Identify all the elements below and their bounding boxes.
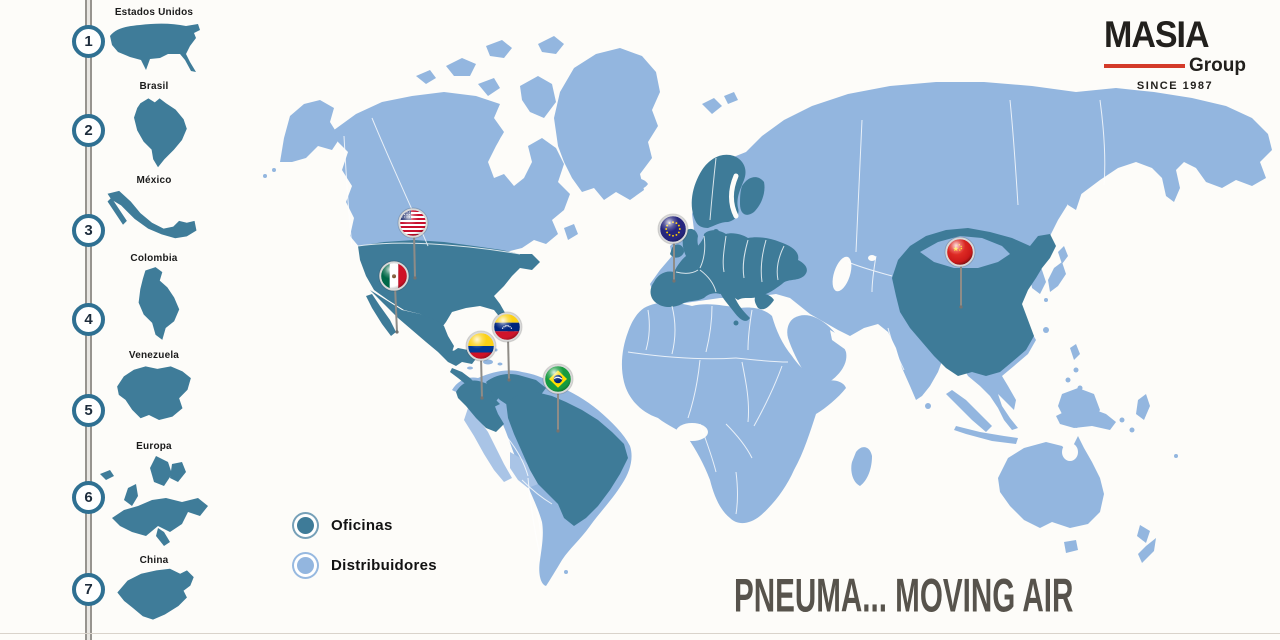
brazil-flag-pin xyxy=(542,363,574,433)
number-label: 4 xyxy=(84,311,93,328)
map-borders xyxy=(343,99,1106,557)
mexico-flag-pin xyxy=(378,260,410,334)
sidebar-label-colombia: Colombia xyxy=(130,253,178,264)
number-label: 1 xyxy=(84,33,93,50)
masia-group-logo: MASIA Group SINCE 1987 xyxy=(1104,16,1246,92)
map-pins xyxy=(378,207,976,433)
eu-flag-pin xyxy=(657,213,689,283)
legend-label: Oficinas xyxy=(331,517,393,534)
map-land-alt-shade xyxy=(464,408,538,488)
map-land-offices xyxy=(358,154,1056,526)
legend-label: Distribuidores xyxy=(331,557,437,574)
logo-red-rule xyxy=(1104,63,1185,68)
sidebar-number-4: 4 xyxy=(72,303,105,336)
sidebar-number-7: 7 xyxy=(72,573,105,606)
number-label: 7 xyxy=(84,581,93,598)
sidebar-label-brasil: Brasil xyxy=(139,81,169,92)
number-label: 5 xyxy=(84,402,93,419)
logo-brand-text: MASIA xyxy=(1104,13,1210,56)
legend: Oficinas Distribuidores xyxy=(292,512,437,579)
sidebar-label-estados-unidos: Estados Unidos xyxy=(114,7,194,18)
sidebar-number-6: 6 xyxy=(72,481,105,514)
logo-since-text: SINCE 1987 xyxy=(1136,80,1214,92)
sidebar-label-venezuela: Venezuela xyxy=(128,350,180,361)
number-label: 2 xyxy=(84,122,93,139)
usa-silhouette-icon xyxy=(110,23,200,72)
legend-item-distribuidores: Distribuidores xyxy=(292,552,437,579)
mexico-silhouette-icon xyxy=(107,190,197,239)
offices-marker-icon xyxy=(297,517,314,534)
brazil-silhouette-icon xyxy=(134,98,187,168)
china-flag-pin xyxy=(944,236,976,309)
europe-silhouette-icon xyxy=(100,456,208,546)
us-flag-pin xyxy=(397,207,429,280)
venezuela-silhouette-icon xyxy=(117,366,191,420)
venezuela-flag-pin xyxy=(491,311,523,382)
sidebar-label-europa: Europa xyxy=(136,441,172,452)
map-baltic-sea xyxy=(729,173,739,219)
sidebar-label-china: China xyxy=(139,555,169,566)
sidebar-number-1: 1 xyxy=(72,25,105,58)
tagline: PNEUMA... MOVING AIR xyxy=(734,570,1074,622)
distributors-marker-icon xyxy=(297,557,314,574)
number-label: 6 xyxy=(84,489,93,506)
colombia-silhouette-icon xyxy=(138,267,180,340)
bottom-divider xyxy=(0,633,1280,634)
legend-item-oficinas: Oficinas xyxy=(292,512,437,539)
sidebar-number-5: 5 xyxy=(72,394,105,427)
sidebar-number-3: 3 xyxy=(72,214,105,247)
sidebar-number-2: 2 xyxy=(72,114,105,147)
colombia-flag-pin xyxy=(465,330,497,400)
china-silhouette-icon xyxy=(117,568,194,620)
sidebar-label-mexico: México xyxy=(136,175,172,186)
logo-group-text: Group xyxy=(1189,55,1246,76)
number-label: 3 xyxy=(84,222,93,239)
